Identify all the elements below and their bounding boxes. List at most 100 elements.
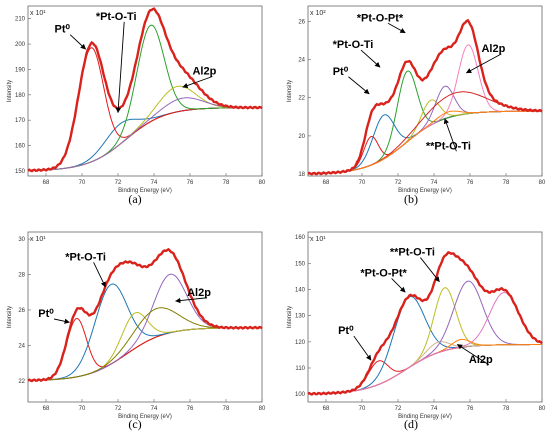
- y-tick-label: 22: [298, 96, 305, 102]
- annotation-arrow: [348, 76, 370, 95]
- annotation-label: Pt⁰: [338, 325, 354, 337]
- envelope-curve: [27, 247, 263, 383]
- envelope-curve: [307, 251, 543, 396]
- y-tick-label: 100: [295, 392, 306, 398]
- x-tick-label: 72: [395, 180, 402, 186]
- subfigure-label: (c): [128, 417, 141, 431]
- y-tick-label: 150: [15, 169, 26, 175]
- y-multiplier-label: x 10¹: [30, 10, 46, 17]
- x-axis-label: Binding Energy (eV): [398, 414, 452, 420]
- y-tick-label: 170: [15, 118, 26, 124]
- y-tick-label: 150: [295, 261, 306, 267]
- x-tick-label: 68: [43, 406, 50, 412]
- y-tick-label: 160: [15, 144, 26, 150]
- y-tick-label: 26: [298, 19, 305, 25]
- chart-panel-1: 68 70 72 74 76 78 80 150 160 170 180 190 200 210 Bindi…: [7, 5, 266, 194]
- x-tick-label: 76: [187, 180, 194, 186]
- annotation-label: **Pt-O-Ti: [390, 247, 435, 259]
- annotation-label: Pt⁰: [54, 24, 70, 36]
- annotation-arrow: [391, 278, 406, 293]
- plot-frame: [307, 5, 543, 177]
- annotation-arrow: [443, 118, 457, 152]
- x-tick-label: 78: [503, 406, 510, 412]
- chart-panel-3: 68 70 72 74 76 78 80 22 24 26 28 30 Binding Energy (…: [7, 231, 266, 420]
- x-tick-label: 72: [395, 406, 402, 412]
- x-tick-label: 80: [539, 406, 546, 412]
- x-tick-label: 76: [187, 406, 194, 412]
- y-axis-label: Intensity: [7, 306, 13, 328]
- annotation-arrow: [53, 318, 70, 324]
- y-tick-label: 18: [298, 172, 305, 178]
- x-tick-label: 80: [259, 406, 266, 412]
- y-tick-label: 130: [295, 314, 306, 320]
- annotation-label: Al2p: [187, 287, 211, 299]
- y-tick-label: 28: [18, 273, 25, 279]
- chart-panel-4: 68 70 72 74 76 78 80 100 110 120 130 140 150 160 Bindi…: [287, 231, 546, 420]
- annotation-arrow: [420, 257, 440, 283]
- y-tick-label: 190: [15, 67, 26, 73]
- annotation-arrow: [360, 49, 381, 68]
- annotation-arrow: [456, 344, 490, 366]
- y-multiplier-label: x 10²: [310, 10, 326, 17]
- envelope-curve: [307, 18, 543, 176]
- y-tick-label: 30: [18, 237, 25, 243]
- annotation-label: Pt⁰: [333, 66, 349, 78]
- y-multiplier-label: x 10¹: [30, 236, 46, 243]
- x-tick-label: 74: [431, 406, 438, 412]
- x-tick-label: 68: [43, 180, 50, 186]
- annotation-arrow: [93, 262, 106, 288]
- y-tick-label: 120: [295, 340, 306, 346]
- subfigure-label: (b): [404, 192, 418, 206]
- x-tick-label: 78: [223, 406, 230, 412]
- subfigure-label: (d): [404, 417, 418, 431]
- annotation-label: Pt⁰: [38, 308, 54, 320]
- y-tick-label: 24: [298, 57, 305, 63]
- x-tick-label: 78: [503, 180, 510, 186]
- x-tick-label: 74: [151, 406, 158, 412]
- x-axis-label: Binding Energy (eV): [118, 414, 172, 420]
- y-axis-label: Intensity: [7, 80, 13, 102]
- annotation-label: Al2p: [192, 66, 216, 78]
- y-tick-label: 180: [15, 93, 26, 99]
- x-tick-label: 74: [151, 180, 158, 186]
- annotation-label: *Pt-O-Pt*: [357, 12, 404, 24]
- x-tick-label: 80: [539, 180, 546, 186]
- x-axis-label: Binding Energy (eV): [118, 188, 172, 194]
- annotation-arrow: [69, 34, 86, 50]
- x-tick-label: 80: [259, 180, 266, 186]
- annotation-label: **Pt-O-Ti: [426, 140, 471, 152]
- x-tick-label: 72: [115, 180, 122, 186]
- y-tick-label: 20: [298, 134, 305, 140]
- annotation-label: *Pt-O-Ti: [333, 39, 374, 51]
- x-tick-label: 70: [79, 180, 86, 186]
- x-tick-label: 70: [359, 406, 366, 412]
- annotation-label: *Pt-O-Pt*: [360, 267, 407, 279]
- annotation-label: Al2p: [469, 354, 493, 366]
- x-tick-label: 70: [79, 406, 86, 412]
- y-tick-label: 24: [18, 343, 25, 349]
- annotation-arrow: [175, 297, 208, 304]
- x-tick-label: 70: [359, 180, 366, 186]
- annotation-label: Al2p: [481, 43, 505, 55]
- annotation-arrow: [182, 76, 213, 89]
- annotation-arrow: [353, 335, 372, 361]
- envelope-curve: [27, 7, 263, 173]
- annotation-arrow: [115, 21, 125, 114]
- y-tick-label: 200: [15, 42, 26, 48]
- x-tick-label: 68: [323, 180, 330, 186]
- x-tick-label: 76: [467, 180, 474, 186]
- annotation-arrow: [465, 53, 502, 74]
- y-tick-label: 110: [295, 366, 305, 372]
- x-tick-label: 72: [115, 406, 122, 412]
- x-axis-label: Binding Energy (eV): [398, 188, 452, 194]
- annotation-label: *Pt-O-Ti: [96, 11, 137, 23]
- chart-panel-2: 68 70 72 74 76 78 80 18 20 22 24 26 Binding Energy (…: [287, 5, 546, 194]
- x-tick-label: 78: [223, 180, 230, 186]
- annotation-arrow: [387, 22, 406, 34]
- y-axis-label: Intensity: [287, 80, 293, 102]
- y-tick-label: 140: [295, 288, 306, 294]
- y-tick-label: 26: [18, 308, 25, 314]
- y-axis-label: Intensity: [287, 306, 293, 328]
- subfigure-label: (a): [128, 192, 141, 206]
- y-tick-label: 210: [15, 17, 26, 23]
